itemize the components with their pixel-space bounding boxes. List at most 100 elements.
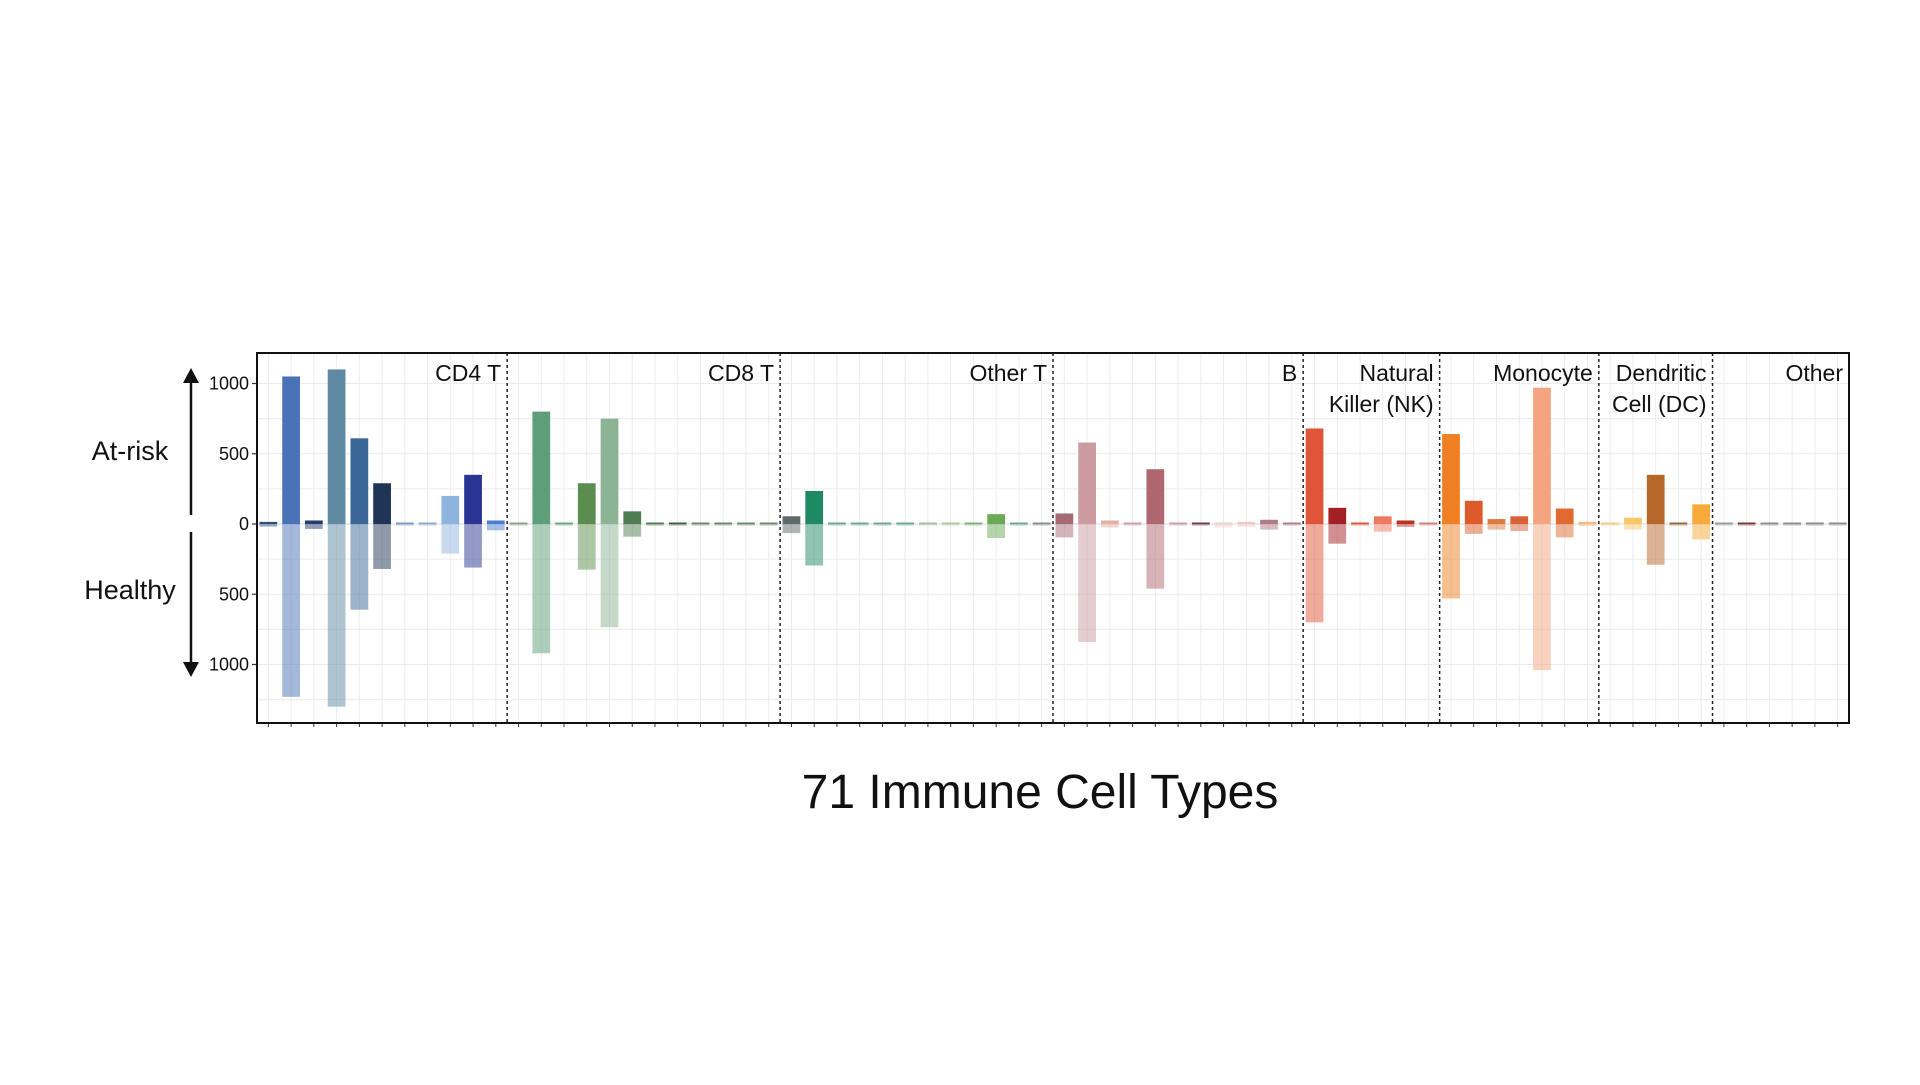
bar-at-risk xyxy=(1624,517,1642,524)
series-label-healthy: Healthy xyxy=(84,575,176,605)
bar-at-risk xyxy=(350,438,369,524)
bar-at-risk xyxy=(964,522,983,524)
bar-healthy xyxy=(1510,524,1529,532)
group-labels: CD4 T CD8 T Other T B Natural Killer (NK) Mono… xyxy=(435,360,1843,417)
bar-at-risk xyxy=(282,376,300,524)
bar-at-risk xyxy=(1055,513,1074,524)
bar-at-risk xyxy=(782,516,801,524)
bar-healthy xyxy=(873,524,892,526)
bar-at-risk xyxy=(1305,428,1324,524)
bar-healthy xyxy=(1146,524,1165,589)
bar-healthy xyxy=(418,524,437,526)
bar-healthy xyxy=(1191,524,1210,526)
bar-at-risk xyxy=(1555,508,1574,524)
bar-healthy xyxy=(1737,524,1756,526)
bar-healthy xyxy=(304,524,323,529)
bar-healthy xyxy=(964,524,983,526)
bar-healthy xyxy=(1282,524,1301,526)
bar-healthy xyxy=(486,524,505,531)
bar-healthy xyxy=(1305,524,1324,623)
bar-at-risk xyxy=(1032,522,1051,524)
bar-at-risk xyxy=(1760,522,1779,524)
bar-at-risk xyxy=(395,522,414,524)
bar-at-risk xyxy=(509,522,528,524)
up-arrowhead-icon xyxy=(183,368,199,383)
bar-at-risk xyxy=(1169,522,1187,524)
bar-healthy xyxy=(805,524,824,566)
bar-healthy xyxy=(623,524,642,537)
bar-healthy xyxy=(1123,524,1142,526)
bar-healthy xyxy=(1055,524,1074,538)
bar-healthy xyxy=(1601,524,1620,526)
bar-healthy xyxy=(941,524,960,526)
group-label-line: Monocyte xyxy=(1493,360,1593,386)
bar-at-risk xyxy=(418,522,437,524)
bar-at-risk xyxy=(1692,504,1711,524)
y-axis: 1000 500 0 500 1000 xyxy=(209,374,1839,727)
bar-at-risk xyxy=(1828,522,1847,524)
bar-at-risk xyxy=(691,522,710,524)
bar-healthy xyxy=(646,524,664,526)
bar-at-risk xyxy=(1328,507,1347,524)
bar-at-risk xyxy=(1214,522,1233,524)
bar-healthy xyxy=(1783,524,1802,526)
bar-healthy xyxy=(828,524,846,526)
group-label: Dendritic Cell (DC) xyxy=(1612,360,1707,417)
bar-healthy xyxy=(737,524,755,526)
group-label: CD4 T xyxy=(435,360,501,386)
bar-healthy xyxy=(555,524,573,526)
group-label-line: CD4 T xyxy=(435,360,501,386)
bar-at-risk xyxy=(668,522,687,524)
group-label: CD8 T xyxy=(708,360,774,386)
bar-at-risk xyxy=(1146,469,1165,524)
bar-at-risk xyxy=(1533,387,1551,524)
bar-at-risk xyxy=(259,521,278,524)
bar-healthy xyxy=(714,524,733,526)
group-label: B xyxy=(1282,360,1297,386)
bar-at-risk xyxy=(1464,500,1483,524)
bar-at-risk xyxy=(987,514,1006,524)
bar-at-risk xyxy=(1282,522,1301,524)
bar-at-risk xyxy=(850,522,869,524)
bar-at-risk xyxy=(873,522,892,524)
bar-at-risk xyxy=(1715,522,1733,524)
bar-healthy xyxy=(1237,524,1256,527)
bar-healthy xyxy=(282,524,300,697)
bar-at-risk xyxy=(828,522,846,524)
bar-at-risk xyxy=(555,522,573,524)
group-label-line: CD8 T xyxy=(708,360,774,386)
y-tick-label: 500 xyxy=(219,584,249,604)
bar-at-risk xyxy=(646,522,664,524)
plot-frame xyxy=(256,352,1850,724)
group-label-line: Other T xyxy=(969,360,1047,386)
bar-at-risk xyxy=(737,522,755,524)
bar-at-risk xyxy=(805,490,824,524)
bar-at-risk xyxy=(1419,522,1438,524)
bar-healthy xyxy=(850,524,869,526)
bar-healthy xyxy=(1760,524,1779,526)
bar-at-risk xyxy=(623,511,642,524)
group-label: Other xyxy=(1785,360,1843,386)
group-label: Natural Killer (NK) xyxy=(1329,360,1434,417)
series-annotation: At-risk Healthy xyxy=(84,368,199,677)
bar-healthy xyxy=(373,524,391,569)
bar-at-risk xyxy=(896,522,915,524)
bar-at-risk xyxy=(1260,519,1278,524)
bar-at-risk xyxy=(1646,474,1665,524)
bar-healthy xyxy=(1487,524,1506,530)
bar-healthy xyxy=(1715,524,1733,526)
bar-at-risk xyxy=(1123,522,1142,524)
bar-at-risk xyxy=(919,522,937,524)
bar-at-risk xyxy=(1806,522,1824,524)
y-tick-label: 500 xyxy=(219,444,249,464)
bar-healthy xyxy=(919,524,937,526)
bar-at-risk xyxy=(464,474,482,524)
group-label: Monocyte xyxy=(1493,360,1593,386)
bar-at-risk xyxy=(486,520,505,524)
bar-healthy xyxy=(577,524,596,570)
bar-healthy xyxy=(1555,524,1574,538)
bar-at-risk xyxy=(714,522,733,524)
bar-healthy xyxy=(1214,524,1233,528)
bar-healthy xyxy=(509,524,528,526)
